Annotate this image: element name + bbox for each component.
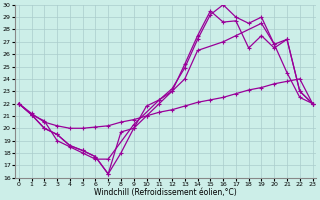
X-axis label: Windchill (Refroidissement éolien,°C): Windchill (Refroidissement éolien,°C) bbox=[94, 188, 237, 197]
